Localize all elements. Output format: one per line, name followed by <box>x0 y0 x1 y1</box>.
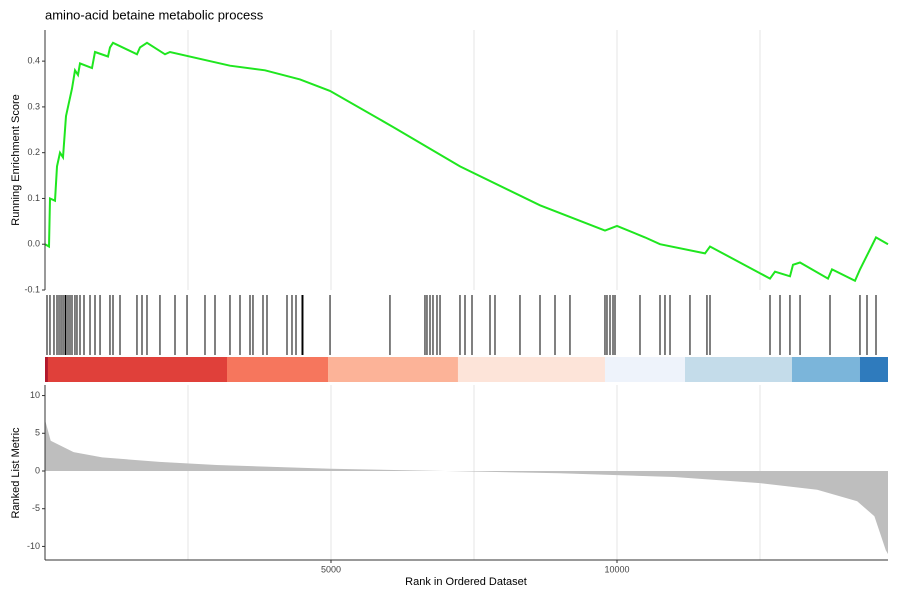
enrichment-line <box>44 41 889 283</box>
y-tick-label: 0.1 <box>27 193 40 203</box>
y-tick-label: 0 <box>35 465 40 475</box>
y-tick-label: 0.0 <box>27 239 40 249</box>
color-band <box>791 357 860 382</box>
metric-area <box>45 419 888 554</box>
color-band <box>47 357 228 382</box>
x-axis-label: Rank in Ordered Dataset <box>405 576 527 588</box>
color-band <box>457 357 605 382</box>
y-tick-label: 0.3 <box>27 101 40 111</box>
y-tick-label: 0.2 <box>27 147 40 157</box>
chart-title: amino-acid betaine metabolic process <box>45 7 264 22</box>
y-tick-label: -0.1 <box>24 284 40 294</box>
color-band <box>45 357 48 382</box>
color-band <box>604 357 686 382</box>
y-tick-label: -10 <box>27 541 40 551</box>
y-tick-label: -5 <box>32 503 40 513</box>
color-band <box>227 357 329 382</box>
y-tick-label: 10 <box>30 390 40 400</box>
color-band <box>859 357 888 382</box>
x-tick-label: 5000 <box>321 564 341 574</box>
y-axis-label: Ranked List Metric <box>10 427 22 519</box>
y-tick-label: 0.4 <box>27 56 40 66</box>
color-band <box>685 357 792 382</box>
color-band <box>328 357 458 382</box>
x-tick-label: 10000 <box>604 564 629 574</box>
y-tick-label: 5 <box>35 428 40 438</box>
y-axis-label: Running Enrichment Score <box>10 94 22 225</box>
